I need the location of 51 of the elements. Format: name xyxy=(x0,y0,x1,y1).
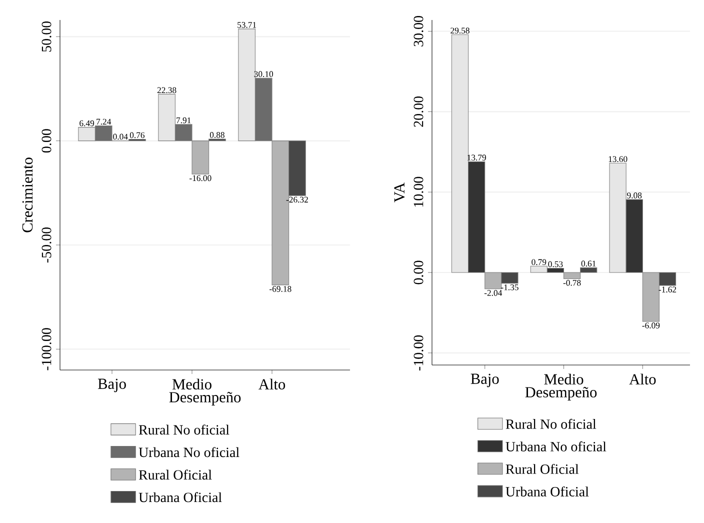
x-axis-title: Desempeño xyxy=(169,392,241,406)
data-label: 13.60 xyxy=(608,156,628,162)
x-tick-label: Bajo xyxy=(470,374,499,388)
y-axis-title: Crecimiento xyxy=(22,158,33,232)
x-tick-label: Alto xyxy=(258,378,286,390)
data-label: 0.53 xyxy=(548,261,563,268)
data-label: 53.71 xyxy=(238,22,256,28)
data-label: 7.24 xyxy=(96,118,112,125)
x-tick-label: Alto xyxy=(629,374,656,384)
legend-label: Rural Oficial xyxy=(138,470,212,480)
data-label: 0.61 xyxy=(581,260,596,267)
x-tick-label: Bajo xyxy=(98,378,126,392)
y-tick-label: 30.00 xyxy=(414,16,424,46)
legend-label: Rural No oficial xyxy=(138,424,230,435)
data-label: 7.91 xyxy=(176,117,191,124)
data-label: -1.35 xyxy=(501,284,518,290)
legend-label: Urbana Oficial xyxy=(506,486,589,496)
y-axis-title: VA xyxy=(394,182,405,202)
y-tick-label: 20.00 xyxy=(414,96,424,127)
data-label: -1.62 xyxy=(658,286,676,292)
data-label: -69.18 xyxy=(270,286,292,292)
data-label: 13.79 xyxy=(468,154,486,161)
x-tick-label: Medio xyxy=(544,374,584,384)
data-label: -16.00 xyxy=(190,175,212,182)
y-tick-label: -100.00 xyxy=(42,328,52,370)
y-tick-label: 10.00 xyxy=(414,176,424,207)
legend-label: Rural No oficial xyxy=(506,418,596,429)
data-label: -26.32 xyxy=(286,196,308,203)
y-tick-label: 50.00 xyxy=(42,21,52,52)
x-axis-title: Desempeño xyxy=(525,386,597,401)
data-label: 9.08 xyxy=(627,192,642,198)
data-label: 0.79 xyxy=(532,259,546,266)
legend-label: Urbana No oficial xyxy=(506,441,606,452)
data-label: 0.04 xyxy=(113,134,128,140)
legend-label: Urbana No oficial xyxy=(138,447,240,458)
data-label: -2.04 xyxy=(484,290,502,296)
data-label: -0.78 xyxy=(563,280,581,286)
data-label: 0.76 xyxy=(130,132,145,138)
data-label: 22.38 xyxy=(157,87,176,94)
y-tick-label: 0.00 xyxy=(414,260,424,284)
data-label: 30.10 xyxy=(254,71,274,78)
data-label: -6.09 xyxy=(642,322,660,328)
data-label: 0.88 xyxy=(210,132,224,138)
data-label: 6.49 xyxy=(80,120,94,126)
y-tick-label: 0.00 xyxy=(42,129,52,153)
y-tick-label: -50.00 xyxy=(42,227,52,263)
data-label: 29.58 xyxy=(450,28,470,34)
legend-label: Urbana Oficial xyxy=(138,492,222,502)
legend-label: Rural Oficial xyxy=(506,464,579,474)
y-tick-label: -10.00 xyxy=(414,335,424,370)
x-tick-label: Medio xyxy=(172,378,212,390)
